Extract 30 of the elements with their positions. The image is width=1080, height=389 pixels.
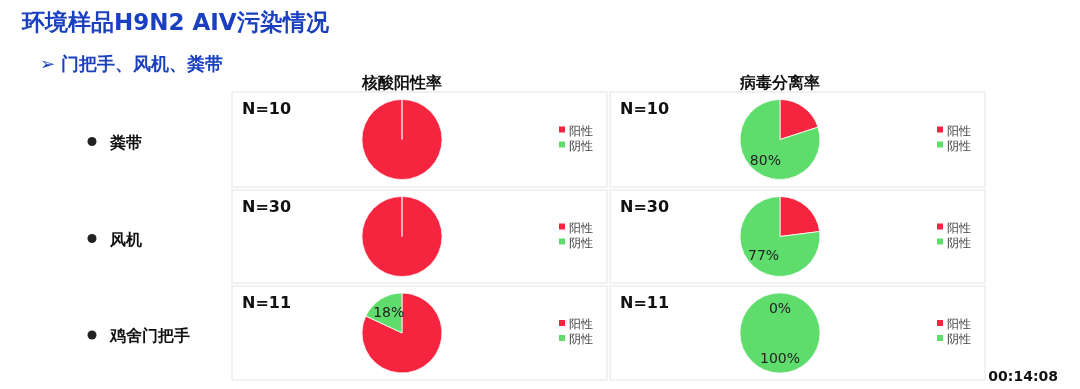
text: 0% <box>768 300 792 317</box>
text: 00:14:08 <box>988 368 1058 384</box>
legend-label: 阴性 <box>569 235 593 250</box>
legend-label: 阴性 <box>569 138 593 153</box>
text: ➢ 门把手、风机、粪带 <box>40 53 224 74</box>
text: 鸡舍门把手 <box>109 326 190 345</box>
data-label: 100% <box>759 349 801 366</box>
legend-label: 阳性 <box>947 317 971 331</box>
text: N=10 <box>242 99 292 118</box>
text: N=11 <box>620 293 670 312</box>
data-label: 77% <box>748 247 780 264</box>
data-label: 80% <box>749 151 781 168</box>
chart-title: 病毒分离率 <box>739 73 820 92</box>
text: N=30 <box>620 197 670 216</box>
chart-title: 核酸阳性率 <box>361 73 442 92</box>
legend-label: 阴性 <box>569 332 593 346</box>
legend-label: 阳性 <box>569 317 593 331</box>
text: 环境样品H9N2 AIV污染情况 <box>21 9 330 35</box>
legend-label: 阳性 <box>947 123 971 138</box>
legend-label: 阳性 <box>569 220 593 235</box>
legend-label: 阳性 <box>569 123 593 138</box>
text: N=11 <box>242 293 292 312</box>
legend-label: 阳性 <box>947 220 971 235</box>
text: 粪带 <box>109 132 142 152</box>
text: N=30 <box>242 197 292 216</box>
legend-label: 阴性 <box>947 332 971 346</box>
legend-label: 阴性 <box>947 138 971 153</box>
text: N=10 <box>620 99 670 118</box>
text: 风机 <box>109 229 142 249</box>
legend-label: 阴性 <box>947 235 971 250</box>
